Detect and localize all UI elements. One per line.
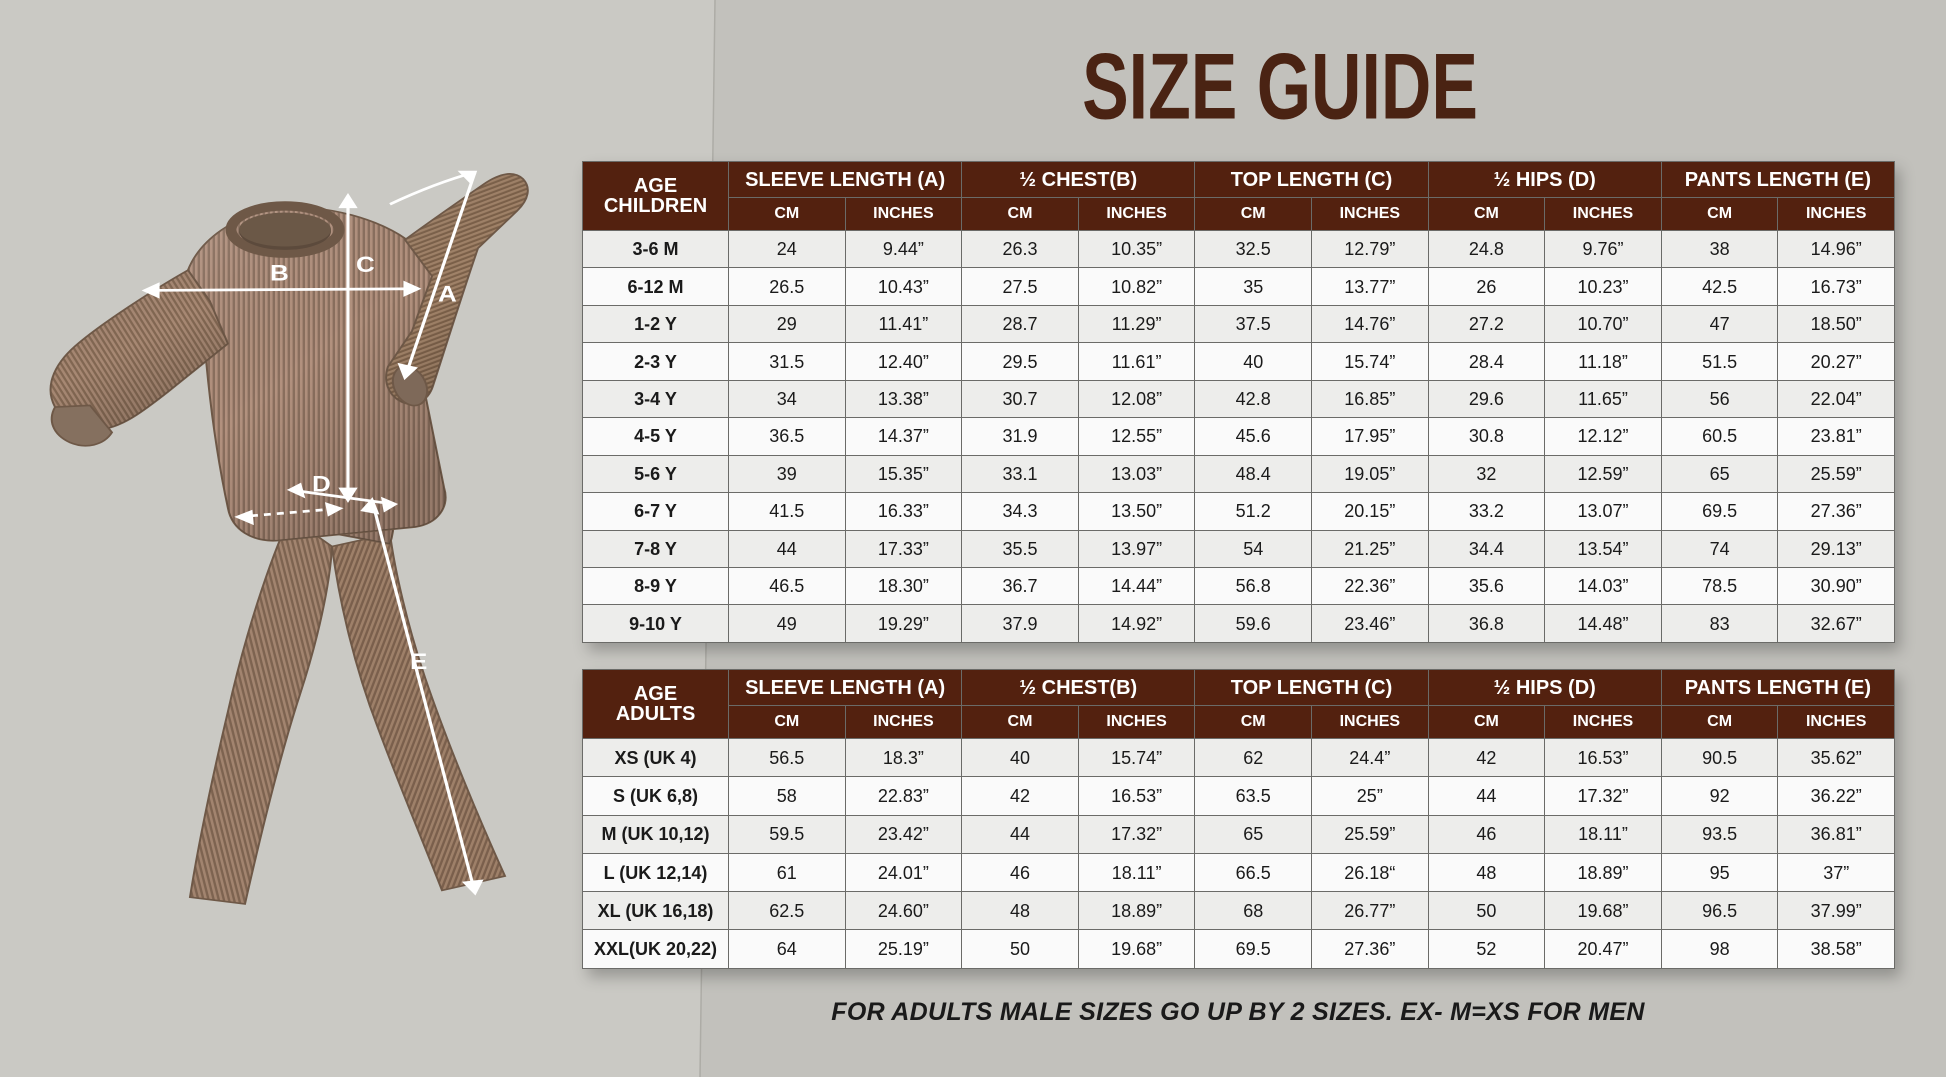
svg-text:E: E <box>410 650 427 675</box>
svg-text:D: D <box>312 472 331 497</box>
svg-text:A: A <box>438 282 457 307</box>
svg-text:B: B <box>270 261 289 286</box>
svg-text:C: C <box>356 253 375 278</box>
